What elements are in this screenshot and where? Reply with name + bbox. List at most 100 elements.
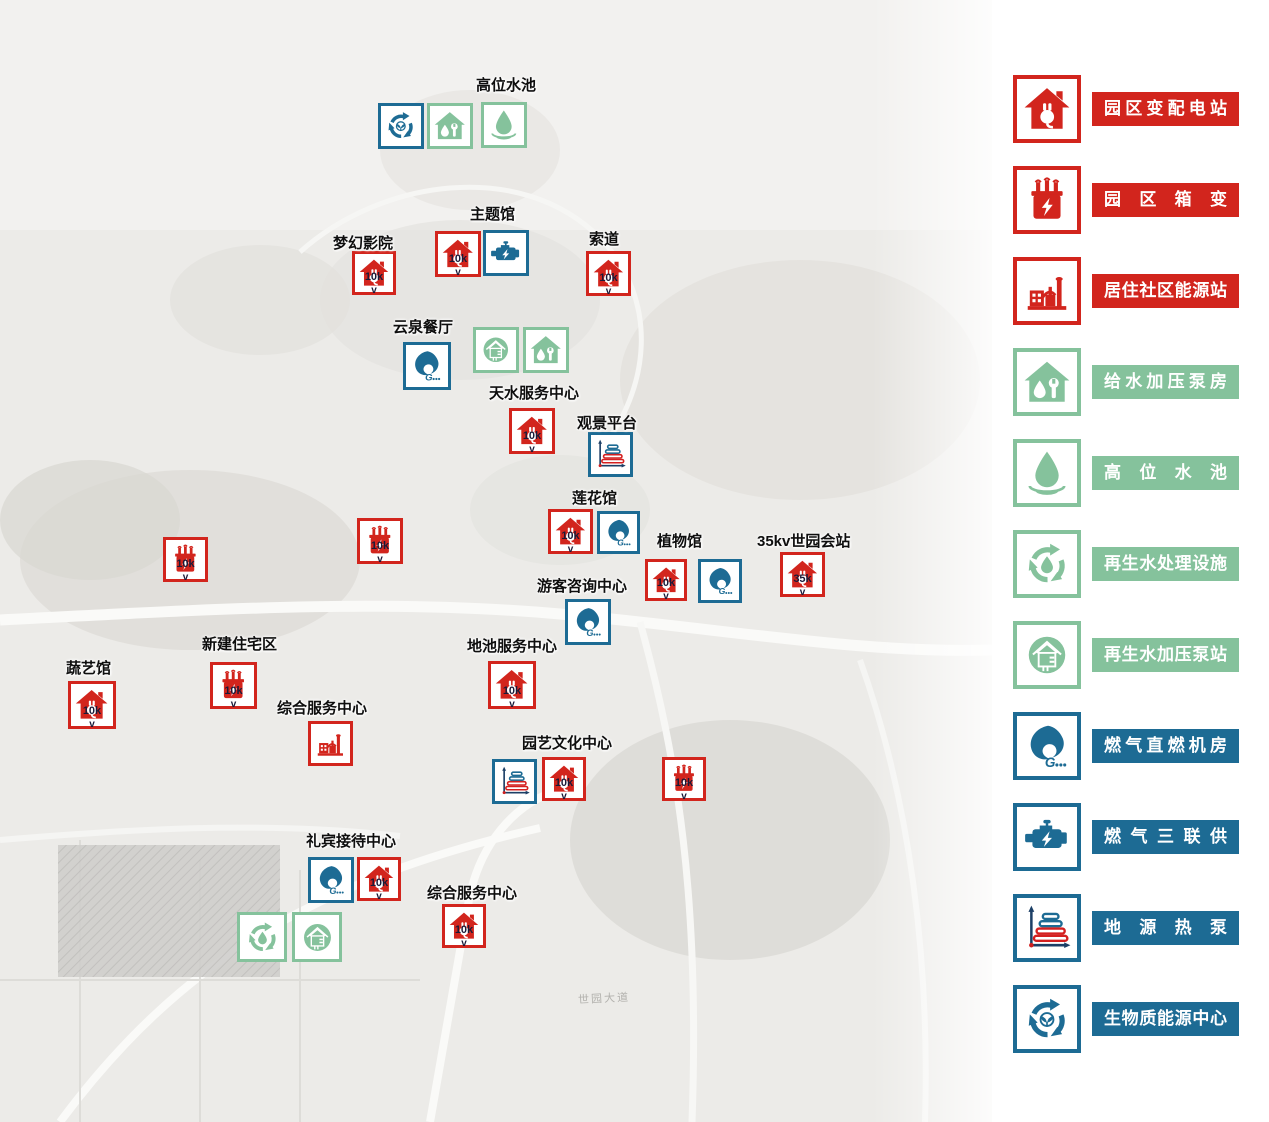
kv-rating-unit: v (561, 791, 567, 802)
kv-rating-label: 10k (502, 685, 522, 697)
heat-pump-icon (594, 438, 627, 471)
kv-rating-label: 10k (554, 777, 574, 789)
map-marker-house-plug[interactable]: 10k v (645, 559, 687, 602)
map-marker-house-plug[interactable]: 10k v (542, 757, 586, 802)
site-label: 主题馆 (470, 206, 516, 223)
road-label: 世园大道 (577, 991, 631, 1007)
legend-item-transformer: 园区箱变 (1013, 166, 1239, 234)
map-marker-gas-flame[interactable] (403, 342, 451, 390)
map-marker-house-plug[interactable]: 10k v (352, 251, 396, 296)
kv-rating-unit: v (182, 572, 189, 583)
kv-rating-label: 10k (561, 530, 580, 542)
legend-label: 再生水加压泵站 (1092, 638, 1239, 672)
legend-item-drop: 高位水池 (1013, 439, 1239, 507)
map-marker-gas-flame[interactable] (597, 511, 640, 554)
legend-item-recycle-drop: 再生水处理设施 (1013, 530, 1239, 598)
heat-pump-icon (1013, 894, 1081, 962)
site-label: 综合服务中心 (277, 700, 368, 717)
legend-label: 再生水处理设施 (1092, 547, 1239, 581)
map-marker-circle-house[interactable] (292, 912, 342, 962)
kv-rating-label: 10k (599, 272, 618, 284)
kv-rating-label: 10k (364, 271, 384, 283)
pump-house-icon (1013, 348, 1081, 416)
map-marker-house-plug[interactable]: 10k v (586, 251, 631, 297)
map-marker-gas-flame[interactable] (565, 599, 611, 645)
factory-icon (314, 727, 347, 760)
map-marker-circle-house[interactable] (473, 327, 519, 373)
gas-flame-icon (704, 565, 736, 597)
legend-label: 燃气直燃机房 (1092, 729, 1239, 763)
site-label: 天水服务中心 (489, 385, 580, 402)
transformer-icon (1013, 166, 1081, 234)
biomass-icon (384, 109, 418, 143)
legend-item-factory: 居住社区能源站 (1013, 257, 1239, 325)
map-marker-transformer[interactable]: 10k v (357, 518, 403, 565)
legend-item-biomass: 生物质能源中心 (1013, 985, 1239, 1053)
map-marker-pump-house[interactable] (523, 327, 569, 373)
legend-label: 园区变配电站 (1092, 92, 1239, 126)
map-marker-engine[interactable] (483, 230, 529, 276)
kv-rating-label: 10k (176, 558, 195, 570)
map-marker-transformer[interactable]: 10k v (210, 662, 257, 710)
map-marker-transformer[interactable]: 10k v (662, 757, 706, 802)
map-marker-transformer[interactable]: 10k v (163, 537, 208, 583)
kv-rating-unit: v (455, 267, 461, 278)
site-label: 礼宾接待中心 (306, 833, 397, 850)
engine-icon (1013, 803, 1081, 871)
kv-rating-label: 10k (522, 430, 542, 442)
map-marker-recycle-drop[interactable] (237, 912, 287, 962)
map-marker-gas-flame[interactable] (308, 857, 354, 903)
site-label: 莲花馆 (572, 490, 618, 507)
factory-icon (1013, 257, 1081, 325)
kv-rating-label: 10k (370, 540, 390, 552)
map-marker-heat-pump[interactable] (588, 432, 633, 477)
kv-rating-unit: v (230, 699, 237, 710)
kv-rating-label: 10k (369, 877, 389, 889)
kv-rating-unit: v (461, 938, 467, 949)
map-marker-factory[interactable] (308, 721, 353, 766)
legend-item-heat-pump: 地源热泵 (1013, 894, 1239, 962)
pump-house-icon (529, 333, 563, 367)
site-label: 梦幻影院 (333, 235, 394, 252)
map-marker-house-plug[interactable]: 10k v (488, 661, 536, 710)
kv-rating-label: 10k (674, 777, 694, 789)
map-marker-house-plug[interactable]: 10k v (68, 681, 116, 730)
engine-icon (489, 236, 523, 270)
map-marker-house-plug[interactable]: 10k v (357, 857, 401, 902)
legend-label: 燃气三联供 (1092, 820, 1239, 854)
circle-house-icon (299, 919, 336, 956)
map-marker-house-plug[interactable]: 10k v (435, 231, 481, 278)
site-label: 索道 (589, 231, 620, 248)
map-background (0, 0, 992, 1122)
map-marker-pump-house[interactable] (427, 103, 473, 149)
map-marker-drop[interactable] (481, 102, 527, 148)
kv-rating-label: 10k (448, 253, 468, 265)
map-marker-house-plug[interactable]: 10k v (442, 904, 486, 949)
kv-rating-unit: v (681, 791, 687, 802)
pump-house-icon (433, 109, 467, 143)
map-marker-biomass[interactable] (378, 103, 424, 149)
site-label: 新建住宅区 (202, 636, 278, 653)
legend-label: 给水加压泵房 (1092, 365, 1239, 399)
legend-item-house-plug: 园区变配电站 (1013, 75, 1239, 143)
kv-rating-unit: v (509, 699, 515, 710)
kv-rating-unit: v (605, 286, 612, 297)
legend-label: 居住社区能源站 (1092, 274, 1239, 308)
heat-pump-icon (498, 765, 531, 798)
map-marker-gas-flame[interactable] (698, 559, 742, 603)
map-marker-house-plug[interactable]: 10k v (548, 509, 593, 555)
site-label: 蔬艺馆 (66, 660, 112, 677)
kv-rating-label: 10k (224, 685, 243, 697)
kv-rating-unit: v (567, 544, 574, 555)
kv-rating-label: 35k (793, 573, 812, 585)
recycle-drop-icon (244, 919, 281, 956)
biomass-icon (1013, 985, 1081, 1053)
map-marker-house-plug[interactable]: 35k v (780, 552, 825, 598)
map-marker-house-plug[interactable]: 10k v (509, 408, 555, 455)
legend-label: 园区箱变 (1092, 183, 1239, 217)
map-marker-heat-pump[interactable] (492, 759, 537, 804)
legend-list: 园区变配电站 园区箱变居住社区能源站 给水加压泵房高位水池再生水处理设施 再生水加压泵… (1013, 75, 1239, 1076)
site-label: 园艺文化中心 (522, 735, 613, 752)
circle-house-icon (479, 333, 513, 367)
